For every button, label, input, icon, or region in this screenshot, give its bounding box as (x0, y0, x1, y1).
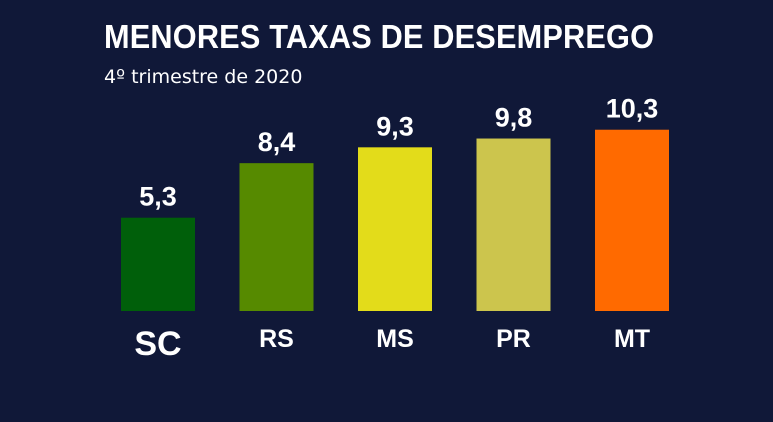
bar-mt (595, 129, 669, 311)
category-label-mt: MT (614, 325, 650, 353)
category-label-pr: PR (496, 325, 531, 353)
category-label-ms: MS (376, 325, 414, 353)
value-label-sc: 5,3 (139, 182, 177, 212)
value-label-rs: 8,4 (258, 127, 296, 157)
category-label-rs: RS (259, 325, 294, 353)
chart-subtitle: 4º trimestre de 2020 (104, 66, 303, 88)
chart-title: MENORES TAXAS DE DESEMPREGO (104, 18, 655, 55)
bar-sc (121, 217, 195, 311)
value-label-ms: 9,3 (376, 111, 414, 141)
bar-pr (476, 138, 551, 311)
value-label-pr: 9,8 (495, 103, 533, 133)
bar-ms (358, 147, 432, 311)
category-label-sc: SC (134, 325, 181, 363)
value-label-mt: 10,3 (606, 94, 659, 124)
bar-rs (239, 163, 314, 311)
